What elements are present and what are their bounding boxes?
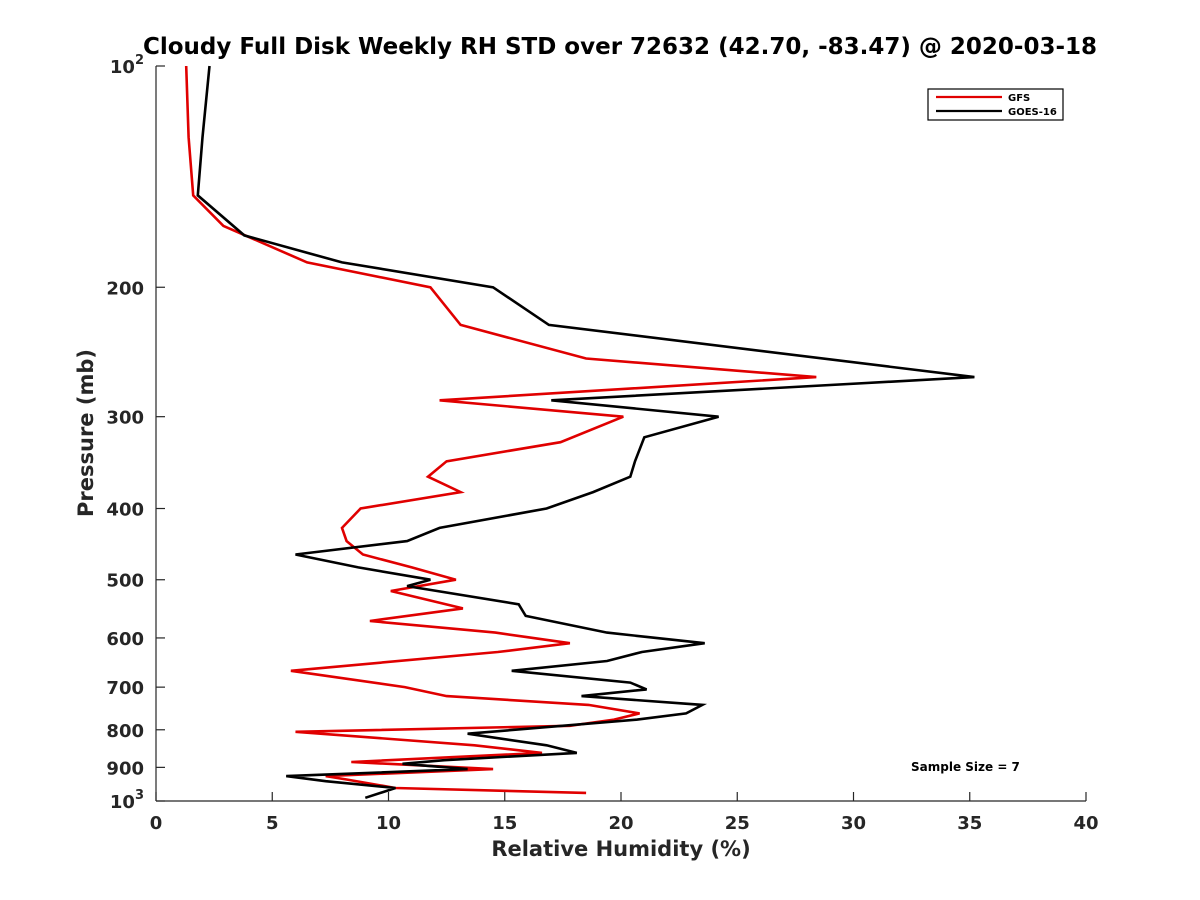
y-tick-label: 103 <box>110 788 144 813</box>
y-tick-label: 700 <box>106 678 144 699</box>
plot-area: 0 5 10 15 20 25 30 35 40 10220030040050060070080… <box>106 53 1098 834</box>
y-tick-label: 300 <box>106 408 144 429</box>
y-tick-label: 600 <box>106 629 144 650</box>
y-tick-label: 500 <box>106 571 144 592</box>
y-tick-base: 700 <box>106 678 144 699</box>
series-layer <box>184 65 975 800</box>
x-tick-label: 30 <box>841 813 866 834</box>
y-tick-base: 10 <box>110 57 135 78</box>
y-tick-label: 400 <box>106 500 144 521</box>
x-tick-label: 10 <box>376 813 401 834</box>
y-tick-label: 102 <box>110 53 144 78</box>
y-tick-exponent: 3 <box>135 788 144 803</box>
legend-box <box>927 88 1064 121</box>
x-tick-label: 5 <box>266 813 279 834</box>
x-axis-label: Relative Humidity (%) <box>491 837 750 861</box>
y-tick-label: 200 <box>106 278 144 299</box>
x-ticks: 0 5 10 15 20 25 30 35 40 <box>150 792 1099 834</box>
y-axis-label: Pressure (mb) <box>74 349 98 517</box>
x-tick-label: 25 <box>725 813 750 834</box>
y-tick-label: 900 <box>106 758 144 779</box>
y-tick-base: 300 <box>106 408 144 429</box>
series-line-goes-16 <box>196 65 975 800</box>
x-tick-label: 0 <box>150 813 163 834</box>
legend-label-gfs: GFS <box>1008 93 1030 104</box>
legend-label-goes16: GOES-16 <box>1008 107 1057 118</box>
series-line-gfs <box>184 65 817 795</box>
y-tick-base: 600 <box>106 629 144 650</box>
y-tick-base: 800 <box>106 721 144 742</box>
x-tick-label: 35 <box>957 813 982 834</box>
legend: GFS GOES-16 <box>927 88 1064 121</box>
x-tick-label: 20 <box>608 813 633 834</box>
y-tick-base: 200 <box>106 278 144 299</box>
chart-title: Cloudy Full Disk Weekly RH STD over 7263… <box>143 34 1097 60</box>
x-tick-label: 40 <box>1073 813 1098 834</box>
y-tick-base: 900 <box>106 758 144 779</box>
sample-size-annotation: Sample Size = 7 <box>911 760 1020 774</box>
y-tick-base: 10 <box>110 792 135 813</box>
y-tick-exponent: 2 <box>135 53 144 68</box>
y-tick-base: 400 <box>106 500 144 521</box>
y-tick-base: 500 <box>106 571 144 592</box>
x-tick-label: 15 <box>492 813 517 834</box>
y-tick-label: 800 <box>106 721 144 742</box>
